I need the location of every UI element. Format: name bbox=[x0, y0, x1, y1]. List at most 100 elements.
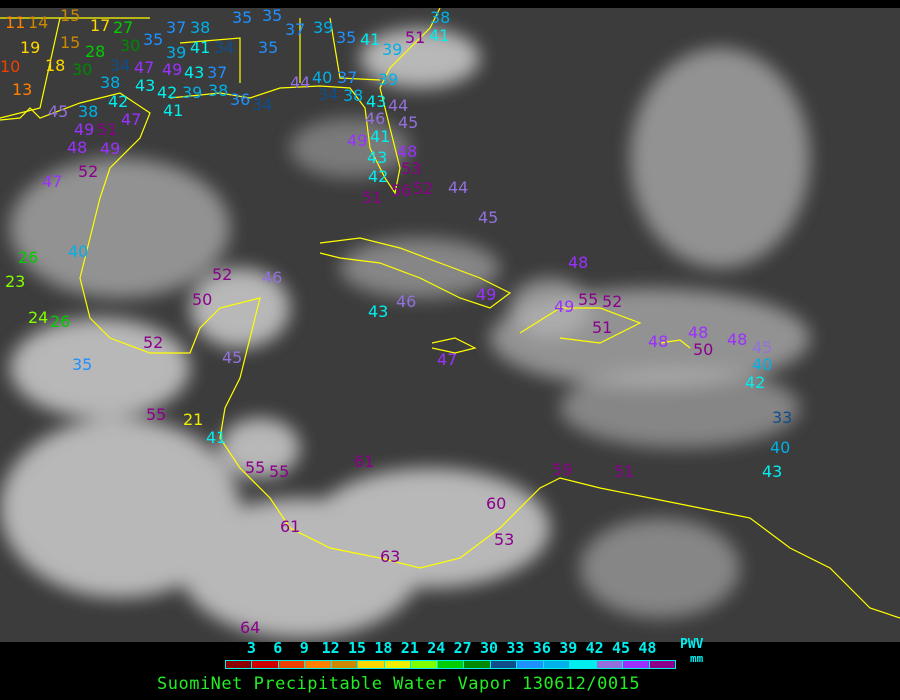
station-pwv-value: 53 bbox=[494, 530, 515, 549]
scale-tick-label: 45 bbox=[612, 639, 631, 657]
scale-swatch bbox=[226, 661, 253, 668]
station-pwv-value: 35 bbox=[258, 38, 279, 57]
station-pwv-value: 47 bbox=[437, 350, 458, 369]
scale-swatch bbox=[252, 661, 279, 668]
station-pwv-value: 30 bbox=[72, 60, 93, 79]
scale-swatch bbox=[623, 661, 650, 668]
scale-swatch bbox=[570, 661, 597, 668]
station-pwv-value: 17 bbox=[90, 16, 111, 35]
station-pwv-value: 35 bbox=[262, 8, 283, 25]
station-pwv-value: 48 bbox=[648, 332, 669, 351]
station-pwv-value: 48 bbox=[727, 330, 748, 349]
station-pwv-value: 48 bbox=[688, 323, 709, 342]
station-pwv-value: 48 bbox=[67, 138, 88, 157]
station-pwv-value: 55 bbox=[269, 462, 290, 481]
station-pwv-value: 44 bbox=[388, 96, 409, 115]
station-pwv-value: 19 bbox=[20, 38, 41, 57]
station-pwv-value: 55 bbox=[245, 458, 266, 477]
scale-tick-label: 33 bbox=[506, 639, 525, 657]
station-pwv-value: 34 bbox=[214, 38, 235, 57]
station-pwv-value: 38 bbox=[78, 102, 99, 121]
station-pwv-value: 43 bbox=[135, 76, 156, 95]
station-pwv-value: 46 bbox=[365, 109, 386, 128]
scale-tick-label: 18 bbox=[374, 639, 393, 657]
station-pwv-value: 56 bbox=[391, 181, 412, 200]
station-pwv-value: 52 bbox=[78, 162, 99, 181]
station-pwv-value: 48 bbox=[568, 253, 589, 272]
station-pwv-value: 46 bbox=[262, 268, 283, 287]
station-pwv-value: 52 bbox=[212, 265, 233, 284]
station-pwv-value: 33 bbox=[772, 408, 793, 427]
station-pwv-value: 37 bbox=[337, 68, 358, 87]
station-pwv-value: 61 bbox=[354, 452, 375, 471]
station-pwv-value: 47 bbox=[42, 172, 63, 191]
station-pwv-value: 43 bbox=[184, 63, 205, 82]
station-pwv-value: 15 bbox=[60, 8, 81, 25]
station-pwv-value: 34 bbox=[318, 85, 339, 104]
product-title: SuomiNet Precipitable Water Vapor 130612… bbox=[157, 674, 641, 694]
station-pwv-value: 46 bbox=[396, 292, 417, 311]
station-pwv-value: 44 bbox=[448, 178, 469, 197]
station-pwv-value: 43 bbox=[367, 148, 388, 167]
station-pwv-value: 28 bbox=[85, 42, 106, 61]
scale-tick-label: 42 bbox=[585, 639, 604, 657]
station-pwv-value: 49 bbox=[476, 285, 497, 304]
station-pwv-value: 41 bbox=[206, 428, 227, 447]
unit-mm: mm bbox=[690, 652, 704, 665]
station-pwv-value: 43 bbox=[366, 92, 387, 111]
cloud-cover bbox=[0, 28, 810, 638]
station-pwv-value: 34 bbox=[110, 56, 131, 75]
scale-swatch bbox=[490, 661, 518, 668]
station-pwv-value: 10 bbox=[0, 57, 21, 76]
station-pwv-value: 45 bbox=[222, 348, 243, 367]
station-pwv-value: 49 bbox=[347, 131, 368, 150]
station-pwv-value: 40 bbox=[752, 355, 773, 374]
scale-swatch bbox=[437, 661, 465, 668]
station-pwv-value: 61 bbox=[280, 517, 301, 536]
station-pwv-value: 48 bbox=[397, 142, 418, 161]
station-pwv-value: 51 bbox=[97, 120, 118, 139]
station-pwv-value: 38 bbox=[100, 73, 121, 92]
satellite-map[interactable]: 11 14 19 15 17 15 10 18 13 28 27 30 35 37 38 39 41 34 30 34… bbox=[0, 8, 900, 642]
scale-tick-label: 3 bbox=[246, 639, 256, 657]
station-pwv-value: 50 bbox=[192, 290, 213, 309]
station-pwv-value: 51 bbox=[405, 28, 426, 47]
station-pwv-value: 38 bbox=[430, 8, 451, 27]
station-pwv-value: 41 bbox=[429, 26, 450, 45]
scale-swatch bbox=[543, 661, 571, 668]
scale-tick-label: 36 bbox=[532, 639, 551, 657]
station-pwv-value: 49 bbox=[74, 120, 95, 139]
station-pwv-value: 34 bbox=[252, 95, 273, 114]
station-pwv-value: 51 bbox=[614, 462, 635, 481]
station-pwv-value: 52 bbox=[143, 333, 164, 352]
legend-footer bbox=[0, 642, 900, 700]
station-pwv-value: 45 bbox=[48, 102, 69, 121]
scale-swatch bbox=[384, 661, 412, 668]
station-pwv-value: 42 bbox=[157, 83, 178, 102]
station-pwv-value: 36 bbox=[230, 90, 251, 109]
scale-tick-label: 30 bbox=[480, 639, 499, 657]
scale-swatch bbox=[331, 661, 359, 668]
station-pwv-value: 13 bbox=[12, 80, 33, 99]
scale-swatch bbox=[305, 661, 332, 668]
station-pwv-value: 37 bbox=[166, 18, 187, 37]
scale-swatch bbox=[411, 661, 438, 668]
station-pwv-value: 53 bbox=[401, 159, 422, 178]
station-pwv-value: 42 bbox=[745, 373, 766, 392]
station-pwv-value: 38 bbox=[208, 81, 229, 100]
station-pwv-value: 23 bbox=[5, 272, 26, 291]
station-pwv-value: 42 bbox=[368, 167, 389, 186]
station-pwv-value: 41 bbox=[360, 30, 381, 49]
scale-tick-label: 27 bbox=[453, 639, 472, 657]
scale-tick-label: 12 bbox=[321, 639, 340, 657]
station-pwv-value: 50 bbox=[693, 340, 714, 359]
station-pwv-value: 39 bbox=[166, 43, 187, 62]
station-pwv-value: 42 bbox=[108, 92, 129, 111]
station-pwv-value: 52 bbox=[602, 292, 623, 311]
station-pwv-value: 41 bbox=[190, 38, 211, 57]
scale-swatch bbox=[464, 661, 491, 668]
station-pwv-value: 43 bbox=[368, 302, 389, 321]
scale-swatch bbox=[649, 661, 675, 668]
station-pwv-value: 55 bbox=[146, 405, 167, 424]
station-pwv-value: 52 bbox=[413, 179, 434, 198]
